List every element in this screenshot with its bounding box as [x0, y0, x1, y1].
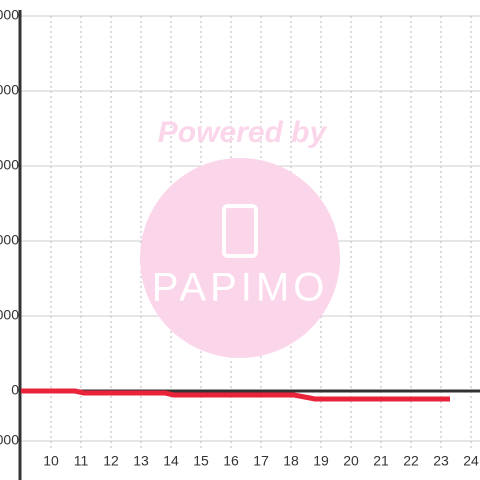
x-tick-label: 19	[313, 453, 329, 469]
x-tick-label: 16	[223, 453, 239, 469]
x-tick-label: 18	[283, 453, 299, 469]
x-tick-label: 10	[43, 453, 59, 469]
x-tick-label: 23	[433, 453, 449, 469]
x-tick-label: 22	[403, 453, 419, 469]
watermark-icon	[222, 204, 258, 258]
x-tick-label: 21	[373, 453, 389, 469]
x-tick-label: 24	[463, 453, 479, 469]
y-tick-label: -20,000	[0, 432, 19, 448]
x-tick-label: 13	[133, 453, 149, 469]
x-tick-label: 14	[163, 453, 179, 469]
x-tick-label: 11	[74, 453, 89, 469]
y-tick-label: 90,000	[0, 157, 19, 173]
y-tick-label: 120,000	[0, 82, 19, 98]
y-tick-label: 150,000	[0, 7, 19, 23]
x-tick-label: 17	[253, 453, 269, 469]
x-tick-label: 12	[103, 453, 119, 469]
watermark-logo: PAPIMO	[152, 266, 329, 310]
y-tick-label: 0	[11, 382, 19, 398]
watermark-title: Powered by	[158, 116, 328, 149]
y-tick-label: 60,000	[0, 232, 19, 248]
y-tick-label: 30,000	[0, 307, 19, 323]
x-tick-label: 20	[343, 453, 359, 469]
x-tick-label: 15	[193, 453, 209, 469]
watermark: Powered by PAPIMO	[140, 116, 340, 358]
data-line	[21, 388, 450, 402]
